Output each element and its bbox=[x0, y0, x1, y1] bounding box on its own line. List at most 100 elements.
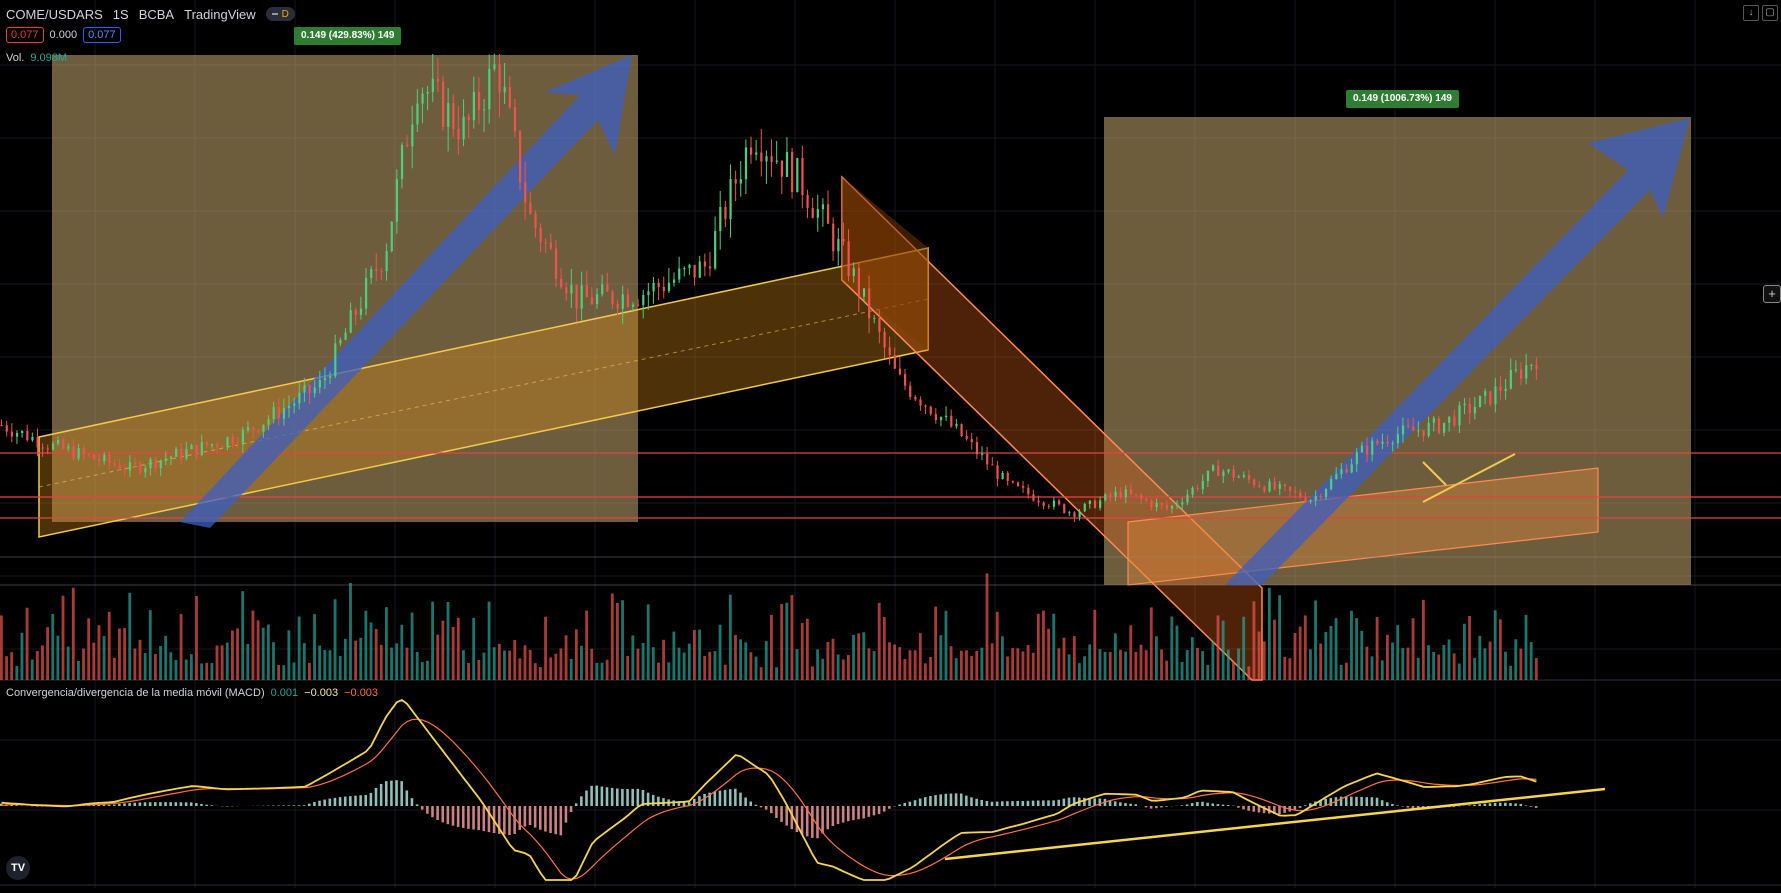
volume-bar bbox=[67, 647, 70, 680]
macd-histogram-bar bbox=[467, 806, 470, 829]
macd-histogram-bar bbox=[1499, 803, 1502, 806]
macd-histogram-bar bbox=[611, 788, 614, 806]
volume-legend[interactable]: Vol.9.098M bbox=[6, 52, 67, 64]
interval-label[interactable]: 1S bbox=[113, 7, 129, 22]
candle-body bbox=[714, 231, 716, 268]
macd-histogram-bar bbox=[749, 802, 752, 806]
volume-bar bbox=[1222, 621, 1225, 680]
candle-body bbox=[1094, 501, 1096, 508]
maximize-icon[interactable]: ▢ bbox=[1762, 5, 1778, 21]
macd-histogram-bar bbox=[139, 802, 142, 806]
macd-histogram-bar bbox=[452, 806, 455, 826]
mode-badge[interactable]: D bbox=[266, 7, 295, 21]
volume-bar bbox=[298, 617, 301, 680]
macd-histogram-bar bbox=[595, 786, 598, 806]
candle-body bbox=[622, 294, 624, 308]
macd-histogram-bar bbox=[950, 794, 953, 806]
volume-bar bbox=[447, 602, 450, 680]
measure-tag-left[interactable]: 0.149 (429.83%) 149 bbox=[294, 27, 401, 45]
volume-bar bbox=[570, 659, 573, 680]
candle-body bbox=[83, 448, 85, 454]
candle-body bbox=[724, 207, 726, 219]
candle-body bbox=[925, 405, 927, 406]
candle-body bbox=[534, 213, 536, 227]
macd-histogram-bar bbox=[395, 780, 398, 806]
candle-body bbox=[1227, 470, 1229, 472]
volume-bar bbox=[862, 632, 865, 680]
volume-bar bbox=[1324, 632, 1327, 680]
macd-histogram-bar bbox=[898, 805, 901, 806]
candle-body bbox=[1310, 500, 1312, 501]
macd-histogram-bar bbox=[1186, 804, 1189, 806]
add-plus-icon[interactable]: + bbox=[1763, 285, 1781, 303]
candle-body bbox=[26, 431, 28, 440]
macd-histogram-bar bbox=[103, 805, 106, 806]
macd-histogram-bar bbox=[1350, 797, 1353, 806]
macd-histogram-bar bbox=[1001, 801, 1004, 806]
volume-bar bbox=[169, 652, 172, 680]
macd-histogram-bar bbox=[986, 801, 989, 806]
candle-body bbox=[565, 287, 567, 293]
candle-body bbox=[1366, 445, 1368, 454]
candle-body bbox=[1125, 489, 1127, 497]
macd-histogram-bar bbox=[431, 806, 434, 817]
symbol-label[interactable]: COME/USDARS bbox=[6, 7, 103, 22]
candle-body bbox=[257, 430, 259, 432]
volume-bar bbox=[734, 635, 737, 680]
sell-price-box[interactable]: 0.077 bbox=[6, 27, 44, 43]
volume-bar bbox=[1468, 616, 1471, 680]
macd-hist-value: −0.003 bbox=[344, 687, 378, 699]
volume-bar bbox=[1530, 642, 1533, 680]
macd-histogram-bar bbox=[1247, 806, 1250, 811]
candle-body bbox=[437, 79, 439, 82]
volume-bar bbox=[1309, 649, 1312, 680]
macd-histogram-bar bbox=[334, 798, 337, 806]
candle-body bbox=[1099, 500, 1101, 508]
macd-histogram-bar bbox=[164, 802, 167, 806]
candle-body bbox=[1479, 396, 1481, 407]
candle-body bbox=[909, 386, 911, 397]
volume-bar bbox=[113, 658, 116, 680]
macd-legend[interactable]: Convergencia/divergencia de la media móv… bbox=[6, 687, 378, 699]
candle-body bbox=[1289, 487, 1291, 491]
candle-body bbox=[1253, 480, 1255, 486]
candle-body bbox=[1012, 481, 1014, 482]
volume-bar bbox=[806, 619, 809, 680]
macd-histogram-bar bbox=[436, 806, 439, 820]
volume-bar bbox=[631, 635, 634, 680]
candle-body bbox=[319, 380, 321, 387]
macd-histogram-bar bbox=[1011, 801, 1014, 806]
macd-histogram-bar bbox=[406, 791, 409, 806]
candle-body bbox=[575, 285, 577, 309]
measure-tag-right[interactable]: 0.149 (1006.73%) 149 bbox=[1346, 90, 1459, 108]
volume-bar bbox=[498, 644, 501, 680]
macd-histogram-bar bbox=[1514, 803, 1517, 806]
candle-body bbox=[1330, 479, 1332, 489]
macd-histogram-bar bbox=[477, 806, 480, 830]
volume-bar bbox=[657, 663, 660, 680]
candle-body bbox=[293, 403, 295, 405]
buy-price-box[interactable]: 0.077 bbox=[83, 27, 121, 43]
candle-body bbox=[1181, 502, 1183, 504]
volume-bar bbox=[1047, 629, 1050, 680]
candle-body bbox=[1212, 466, 1214, 471]
arrow-down-icon[interactable]: ↓ bbox=[1743, 5, 1759, 21]
candle-body bbox=[139, 464, 141, 473]
macd-histogram-bar bbox=[426, 806, 429, 814]
volume-bar bbox=[359, 638, 362, 680]
macd-histogram-bar bbox=[719, 791, 722, 806]
candle-body bbox=[396, 179, 398, 222]
macd-histogram-bar bbox=[903, 803, 906, 806]
volume-bar bbox=[888, 642, 891, 680]
volume-bar bbox=[1448, 639, 1451, 680]
macd-histogram-bar bbox=[1119, 802, 1122, 806]
volume-bar bbox=[508, 651, 511, 680]
candle-body bbox=[729, 179, 731, 219]
volume-bar bbox=[1088, 644, 1091, 680]
volume-bar bbox=[626, 656, 629, 680]
volume-bar bbox=[703, 656, 706, 680]
candle-body bbox=[1186, 495, 1188, 503]
volume-bar bbox=[565, 635, 568, 680]
